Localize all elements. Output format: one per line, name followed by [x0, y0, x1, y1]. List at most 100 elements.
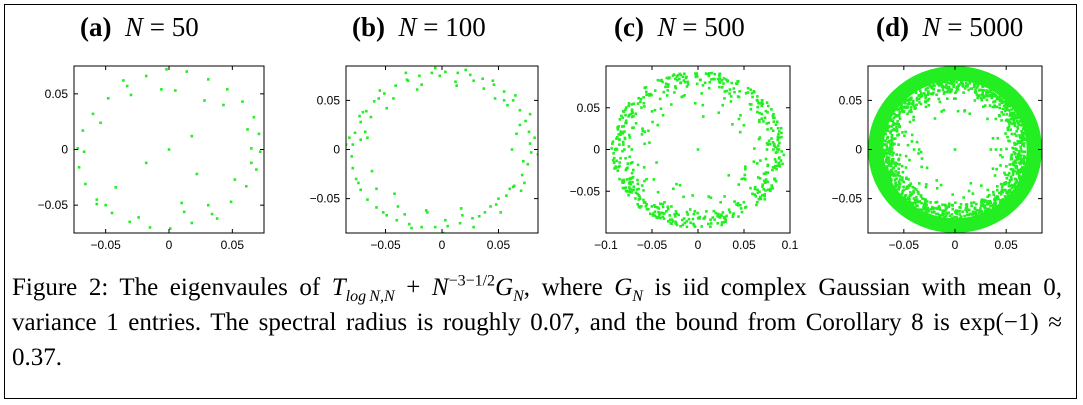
data-point-c	[765, 148, 769, 151]
data-point-a	[76, 147, 80, 150]
ring-point-c	[643, 105, 646, 108]
ring-point-d	[911, 100, 915, 104]
ring-point-c	[732, 87, 736, 90]
ring-point-d	[901, 176, 904, 179]
ring-point-d	[994, 94, 997, 98]
scatter-panel-b: −0.05 0 0.05 −0.05 0 0.05	[310, 65, 539, 252]
data-point-b	[359, 120, 362, 124]
ring-point-d	[938, 89, 941, 92]
ring-point-d	[974, 202, 978, 206]
ring-point-d	[915, 98, 919, 102]
ring-point-d	[894, 164, 897, 168]
interior-point-d	[956, 109, 960, 113]
ring-point-d	[961, 84, 965, 88]
ring-point-d	[1022, 166, 1025, 170]
ring-point-d	[996, 97, 1000, 100]
interior-point-c	[701, 103, 705, 107]
ring-point-c	[781, 162, 784, 166]
interior-point-d	[952, 97, 956, 100]
ring-point-c	[774, 145, 777, 149]
ring-point-d	[897, 167, 901, 171]
ring-point-c	[755, 203, 758, 207]
ring-point-d	[892, 151, 895, 155]
caption-rest: is iid complex Gaussian with mean 0, var…	[12, 274, 1062, 371]
x-tick-label-a: 0	[166, 238, 173, 252]
ring-point-d	[892, 116, 896, 120]
ring-point-d	[889, 139, 893, 142]
ring-point-d	[1007, 119, 1011, 122]
ring-point-d	[894, 174, 897, 177]
data-point-a	[252, 115, 256, 119]
ring-point-c	[619, 130, 623, 133]
data-point-b	[348, 136, 351, 140]
ring-point-d	[973, 207, 977, 211]
ring-point-d	[1018, 169, 1021, 172]
ring-point-c	[616, 169, 620, 172]
ring-point-d	[895, 162, 899, 166]
ring-point-d	[1015, 117, 1018, 120]
ring-point-c	[777, 144, 780, 147]
ring-point-c	[619, 114, 623, 118]
ring-point-c	[645, 208, 649, 211]
ring-point-d	[980, 98, 984, 102]
ring-point-c	[686, 80, 690, 84]
ring-point-c	[667, 76, 671, 80]
ring-point-d	[885, 137, 889, 140]
ring-point-c	[758, 101, 761, 105]
ring-point-d	[985, 207, 988, 211]
data-point-a	[165, 68, 168, 71]
ring-point-d	[1012, 147, 1016, 150]
ring-point-c	[703, 215, 707, 219]
y-tick-label-c: −0.05	[570, 184, 601, 198]
ring-point-c	[778, 141, 781, 145]
ring-point-c	[637, 198, 641, 201]
interior-point-c	[641, 129, 645, 133]
ring-point-c	[640, 106, 643, 109]
ring-point-c	[629, 161, 633, 165]
ring-point-d	[914, 195, 918, 199]
ring-point-c	[763, 193, 767, 196]
ring-point-d	[895, 177, 898, 180]
ring-point-c	[739, 207, 743, 210]
data-point-b	[515, 132, 518, 136]
ring-point-d	[945, 212, 948, 215]
interior-point-d	[919, 150, 923, 154]
ring-point-d	[981, 204, 984, 207]
ring-point-d	[884, 151, 888, 155]
ring-point-d	[925, 200, 929, 203]
ring-point-d	[1009, 167, 1013, 171]
ring-point-d	[958, 206, 961, 209]
ring-point-c	[674, 86, 678, 90]
data-point-b	[396, 205, 400, 208]
ring-point-d	[893, 112, 896, 116]
data-point-b	[514, 94, 517, 97]
ring-point-d	[1022, 154, 1026, 158]
ring-point-c	[693, 210, 697, 213]
ring-point-d	[1021, 127, 1025, 131]
ring-point-d	[934, 206, 937, 210]
interior-point-c	[655, 161, 658, 164]
ring-point-d	[1009, 128, 1012, 131]
ring-point-c	[642, 101, 646, 105]
ring-point-d	[929, 92, 933, 96]
data-point-b	[366, 198, 369, 201]
ring-point-d	[897, 180, 901, 183]
ring-point-d	[1001, 198, 1005, 201]
data-point-b	[369, 115, 373, 119]
ring-point-c	[660, 211, 664, 215]
ring-point-d	[979, 207, 982, 210]
ring-point-d	[988, 193, 991, 197]
ring-point-c	[621, 181, 624, 184]
ring-point-c	[735, 82, 739, 85]
ring-point-c	[724, 78, 728, 81]
ring-point-d	[919, 102, 923, 106]
ring-point-d	[1016, 127, 1020, 130]
ring-point-d	[884, 160, 888, 164]
data-point-b	[508, 187, 512, 191]
ring-point-c	[777, 130, 781, 133]
ring-point-d	[1013, 124, 1017, 127]
ring-point-c	[648, 212, 652, 216]
ring-point-d	[988, 90, 991, 94]
ring-point-c	[770, 185, 774, 189]
data-point-b	[406, 79, 410, 83]
